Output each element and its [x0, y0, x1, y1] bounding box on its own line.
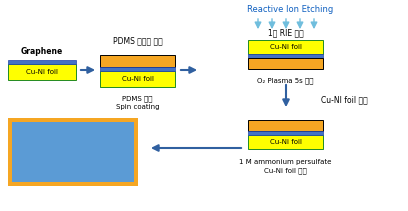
Text: PDMS 지지증 형성: PDMS 지지증 형성	[113, 37, 162, 46]
Text: Cu-Ni foil 제거: Cu-Ni foil 제거	[264, 168, 307, 174]
Text: Cu-NI foil 에칭: Cu-NI foil 에칭	[321, 96, 367, 104]
Text: Reactive Ion Etching: Reactive Ion Etching	[247, 5, 333, 15]
Text: 1차 RIE 에칭: 1차 RIE 에칭	[268, 28, 304, 38]
Text: Spin coating: Spin coating	[116, 104, 159, 110]
Bar	[100, 55, 175, 67]
Bar	[8, 64, 76, 80]
Bar	[8, 60, 76, 64]
Bar	[248, 54, 323, 58]
Text: PDMS: PDMS	[275, 59, 297, 68]
Text: PDMS: PDMS	[275, 121, 297, 130]
Text: Cu-Ni foil: Cu-Ni foil	[26, 69, 58, 75]
Text: O₂ Plasma 5s 에칭: O₂ Plasma 5s 에칭	[257, 78, 314, 84]
Text: Cu-Ni foil: Cu-Ni foil	[270, 139, 302, 145]
Text: Cu-Ni foil: Cu-Ni foil	[270, 44, 302, 50]
Bar	[100, 71, 175, 87]
Bar	[8, 118, 138, 186]
Text: 1 M ammonium persulfate: 1 M ammonium persulfate	[239, 159, 332, 165]
Text: Cu-Ni foil: Cu-Ni foil	[122, 76, 153, 82]
Bar	[248, 135, 323, 149]
Text: Graphene: Graphene	[21, 47, 63, 57]
Bar	[12, 122, 134, 182]
Bar	[248, 40, 323, 54]
Bar	[248, 120, 323, 131]
Bar	[248, 58, 323, 69]
Bar	[100, 67, 175, 71]
Bar	[248, 131, 323, 135]
Text: PDMS: PDMS	[126, 57, 149, 65]
Text: PDMS 용액: PDMS 용액	[122, 96, 153, 102]
